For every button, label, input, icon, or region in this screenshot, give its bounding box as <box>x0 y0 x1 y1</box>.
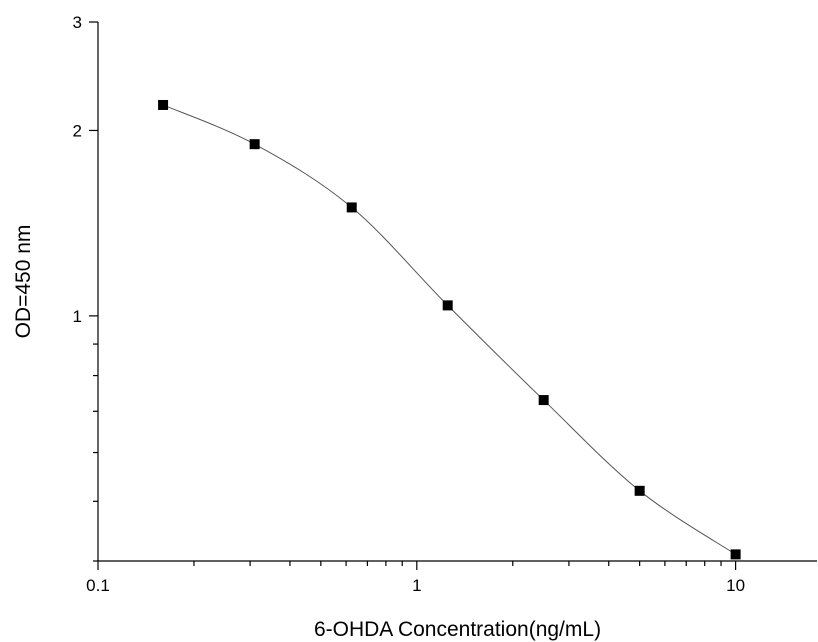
data-point-marker <box>346 202 357 213</box>
x-tick-label: 0.1 <box>86 576 110 595</box>
series-line <box>162 104 736 555</box>
y-axis-title: OD=450 nm <box>12 225 35 339</box>
series-markers <box>158 99 741 560</box>
y-ticks: 1 2 3 <box>73 13 98 562</box>
x-tick-label: 10 <box>726 576 745 595</box>
series-curve <box>162 104 736 555</box>
y-tick-label: 1 <box>73 307 82 326</box>
x-axis-title: 6-OHDA Concentration(ng/mL) <box>314 618 601 641</box>
data-point-marker <box>634 485 645 496</box>
x-ticks: 0.1 1 10 <box>86 561 745 595</box>
data-point-marker <box>730 549 741 560</box>
data-point-marker <box>249 139 260 150</box>
y-tick-label: 3 <box>73 13 82 32</box>
data-point-marker <box>158 99 169 110</box>
x-tick-label: 1 <box>412 576 421 595</box>
data-point-marker <box>442 300 453 311</box>
data-point-marker <box>538 395 549 406</box>
axes <box>97 22 817 562</box>
y-tick-label: 2 <box>73 121 82 140</box>
